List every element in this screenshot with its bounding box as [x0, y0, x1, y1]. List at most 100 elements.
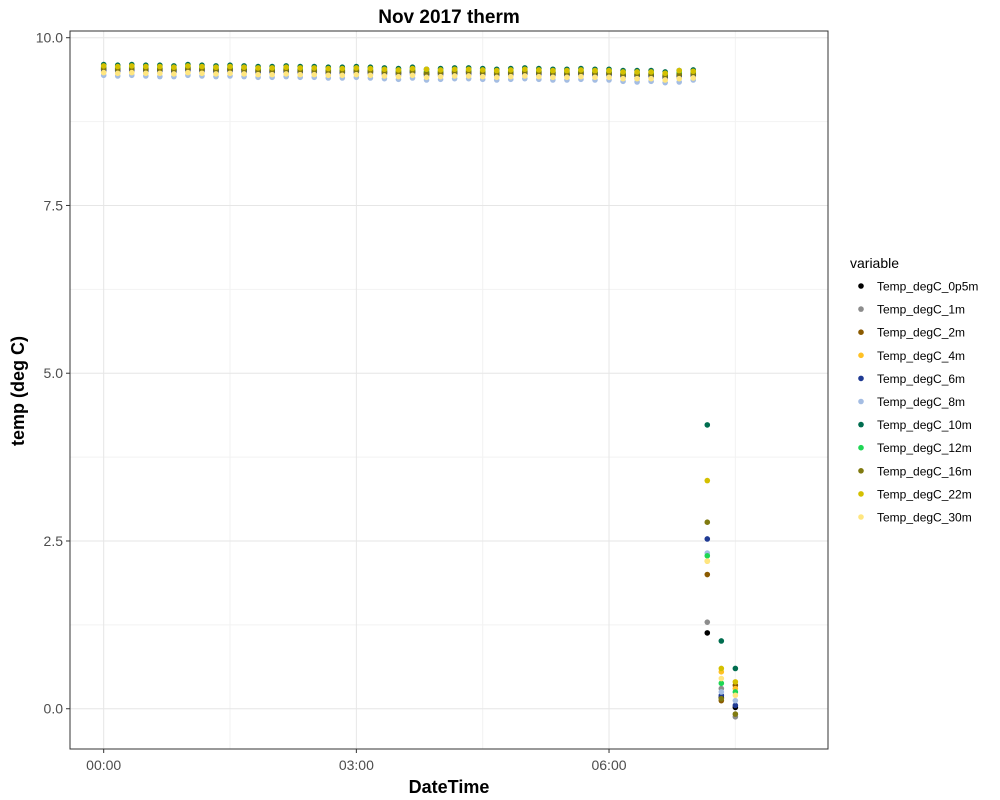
data-point	[522, 73, 528, 79]
data-point	[409, 72, 416, 79]
legend-label: Temp_degC_30m	[877, 511, 972, 525]
data-point	[732, 697, 739, 704]
data-point	[718, 680, 725, 687]
data-point	[578, 73, 584, 80]
data-point	[732, 702, 739, 709]
y-axis: 0.0 2.5 5.0 7.5 10.0	[36, 30, 70, 717]
data-point	[732, 692, 739, 699]
data-point	[732, 711, 739, 717]
panel-border	[69, 30, 829, 750]
data-point	[704, 519, 711, 525]
y-tick-label: 10.0	[36, 30, 63, 46]
data-point	[662, 77, 668, 83]
legend-key	[858, 398, 864, 405]
data-point	[128, 63, 135, 69]
y-tick-label: 5.0	[44, 365, 64, 381]
data-point	[297, 71, 304, 78]
data-point	[493, 67, 500, 74]
legend-key	[858, 514, 864, 520]
data-point	[465, 66, 472, 73]
data-point	[381, 73, 388, 79]
data-point	[157, 63, 163, 70]
legend-label: Temp_degC_12m	[877, 441, 972, 455]
data-point	[592, 67, 598, 74]
data-point	[704, 619, 711, 625]
x-tick-label: 03:00	[339, 757, 374, 773]
data-point	[353, 65, 360, 71]
data-point	[606, 74, 612, 81]
data-point	[718, 675, 725, 682]
y-tick-label: 0.0	[44, 701, 64, 717]
legend-key	[858, 306, 864, 312]
data-point	[718, 689, 725, 695]
legend-label: Temp_degC_6m	[877, 372, 965, 386]
data-point	[676, 67, 683, 74]
data-point	[367, 72, 374, 79]
chart-title: Nov 2017 therm	[378, 7, 520, 28]
data-point	[704, 552, 711, 559]
data-point	[550, 67, 556, 74]
data-point	[676, 75, 683, 82]
data-point	[732, 665, 739, 672]
legend-label: Temp_degC_1m	[877, 303, 965, 317]
data-point	[704, 630, 711, 636]
data-point	[171, 71, 177, 77]
data-point	[199, 63, 205, 70]
data-point	[423, 66, 430, 73]
y-axis-title: temp (deg C)	[8, 336, 28, 446]
data-point	[311, 71, 318, 78]
data-point	[606, 67, 612, 74]
data-point	[100, 69, 107, 76]
legend-key	[858, 283, 864, 289]
data-point	[732, 679, 739, 685]
data-point	[283, 71, 289, 77]
data-point	[269, 71, 275, 78]
data-point	[578, 67, 584, 73]
data-point	[297, 65, 304, 71]
data-point	[718, 638, 725, 644]
data-point	[227, 70, 233, 77]
data-points	[100, 61, 739, 720]
data-point	[634, 69, 640, 75]
data-point	[171, 64, 177, 71]
data-point	[114, 63, 121, 70]
data-point	[718, 695, 725, 702]
data-point	[353, 71, 360, 78]
data-point	[283, 64, 289, 71]
data-point	[662, 70, 668, 77]
data-point	[592, 74, 598, 81]
data-point	[395, 73, 402, 80]
data-point	[241, 71, 247, 77]
x-axis: 00:00 03:00 06:00	[86, 749, 627, 773]
data-point	[620, 69, 626, 75]
data-point	[465, 73, 472, 79]
data-point	[157, 70, 163, 77]
data-point	[409, 65, 416, 72]
data-point	[493, 74, 500, 81]
data-point	[128, 69, 135, 76]
data-point	[423, 74, 430, 81]
data-point	[648, 69, 654, 75]
data-point	[325, 72, 332, 79]
data-point	[536, 67, 542, 73]
legend-label: Temp_degC_16m	[877, 464, 972, 478]
data-point	[718, 665, 725, 672]
legend-label: Temp_degC_0p5m	[877, 280, 978, 294]
legend-key	[858, 491, 864, 497]
data-point	[339, 65, 346, 72]
legend-key	[858, 329, 864, 336]
data-point	[704, 536, 711, 542]
data-point	[227, 63, 233, 70]
legend: variable Temp_degC_0p5m Temp_degC_1m Temp_…	[850, 255, 978, 525]
x-tick-label: 00:00	[86, 757, 121, 773]
data-point	[437, 73, 444, 80]
data-point	[507, 67, 514, 73]
data-point	[213, 64, 219, 71]
data-point	[143, 70, 149, 77]
legend-key	[858, 352, 864, 359]
y-tick-label: 7.5	[44, 197, 64, 213]
data-point	[255, 65, 261, 71]
data-point	[451, 73, 458, 79]
data-point	[507, 73, 514, 80]
legend-label: Temp_degC_10m	[877, 418, 972, 432]
